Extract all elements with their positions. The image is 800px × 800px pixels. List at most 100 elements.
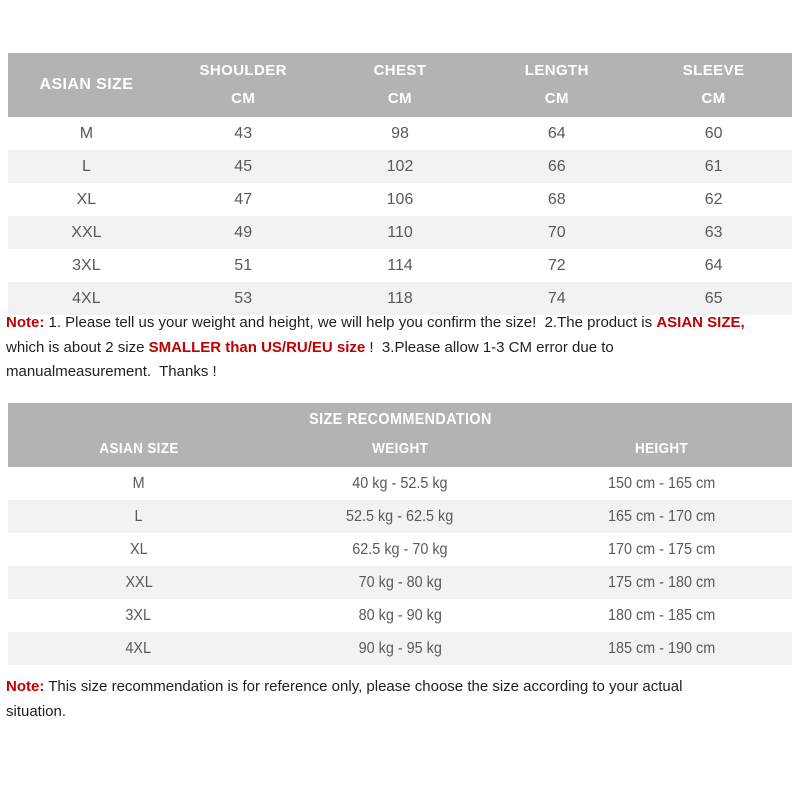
cell-value: 65 — [704, 289, 723, 307]
cell-value: 150 cm - 165 cm — [607, 474, 715, 492]
table-cell: 63 — [635, 224, 792, 242]
table-cell: 102 — [322, 158, 479, 176]
table-row: L 52.5 kg - 62.5 kg 165 cm - 170 cm — [8, 500, 792, 533]
table-cell: 70 — [478, 224, 635, 242]
table-row: M 43 98 64 60 — [8, 117, 792, 150]
cell-value: 60 — [704, 124, 723, 142]
table-cell: 51 — [165, 257, 322, 275]
cell-value: M — [79, 124, 94, 142]
header-cell-length: LENGTH CM — [478, 53, 635, 117]
table-cell: 90 kg - 95 kg — [269, 640, 530, 658]
recommendation-table: SIZE RECOMMENDATION ASIAN SIZE WEIGHT HE… — [8, 403, 792, 665]
table-cell: 80 kg - 90 kg — [269, 607, 530, 625]
cell-value: 43 — [234, 124, 253, 142]
cell-value: 68 — [547, 190, 566, 208]
cell-value: L — [134, 507, 143, 525]
cell-value: 53 — [234, 289, 253, 307]
cell-value: XXL — [125, 573, 153, 591]
table-row: L 45 102 66 61 — [8, 150, 792, 183]
table-cell: 61 — [635, 158, 792, 176]
table-cell: 52.5 kg - 62.5 kg — [269, 508, 530, 526]
header-label: LENGTH — [524, 62, 589, 79]
note-text: This size recommendation is for referenc… — [6, 678, 683, 720]
cell-value: 110 — [387, 223, 413, 241]
cell-value: 90 kg - 95 kg — [358, 639, 442, 657]
note-text: which is about 2 size — [6, 338, 145, 356]
header-label: CHEST — [373, 62, 427, 79]
cell-value: 64 — [547, 124, 566, 142]
cell-value: 45 — [234, 157, 253, 175]
cell-value: XXL — [71, 223, 102, 241]
table-cell: M — [8, 125, 165, 143]
cell-value: 40 kg - 52.5 kg — [352, 474, 448, 492]
cell-value: 49 — [234, 223, 253, 241]
cell-value: XL — [76, 190, 97, 208]
cell-value: 102 — [386, 157, 414, 175]
table-cell: 62 — [635, 191, 792, 209]
table-cell: 43 — [165, 125, 322, 143]
cell-value: 70 — [547, 223, 566, 241]
table-cell: 68 — [478, 191, 635, 209]
table-cell: XXL — [8, 224, 165, 242]
table-cell: L — [8, 158, 165, 176]
table-row: M 40 kg - 52.5 kg 150 cm - 165 cm — [8, 467, 792, 500]
header-cell-asian-size: ASIAN SIZE — [8, 53, 165, 117]
table-cell: 185 cm - 190 cm — [531, 640, 792, 658]
note-highlight: Note: — [6, 314, 45, 331]
cell-value: L — [81, 157, 91, 175]
table-cell: 3XL — [8, 257, 165, 275]
cell-value: 3XL — [72, 256, 101, 274]
table-cell: 180 cm - 185 cm — [531, 607, 792, 625]
table-cell: 175 cm - 180 cm — [531, 574, 792, 592]
table-cell: 4XL — [8, 290, 165, 308]
table-cell: 60 — [635, 125, 792, 143]
cell-value: 180 cm - 185 cm — [607, 606, 715, 624]
recommendation-note: Note: This size recommendation is for re… — [6, 675, 796, 724]
cell-value: XL — [129, 540, 148, 558]
cell-value: 106 — [386, 190, 414, 208]
table-row: 4XL 53 118 74 65 — [8, 282, 792, 315]
header-cell-chest: CHEST CM — [322, 53, 479, 117]
recommendation-table-header: ASIAN SIZE WEIGHT HEIGHT — [8, 433, 792, 467]
header-label: SHOULDER — [199, 62, 287, 79]
table-cell: L — [8, 508, 269, 526]
table-cell: 40 kg - 52.5 kg — [269, 475, 530, 493]
table-row: 4XL 90 kg - 95 kg 185 cm - 190 cm — [8, 632, 792, 665]
table-row: XL 47 106 68 62 — [8, 183, 792, 216]
header-unit: CM — [231, 90, 256, 107]
table-cell: 64 — [635, 257, 792, 275]
cell-value: 4XL — [72, 289, 101, 307]
table-cell: 106 — [322, 191, 479, 209]
measurement-table-body: M 43 98 64 60 L 45 102 66 61 XL 47 106 68 62 XXL 49 110 70… — [8, 117, 792, 315]
table-cell: 45 — [165, 158, 322, 176]
table-row: 3XL 51 114 72 64 — [8, 249, 792, 282]
recommendation-table-title: SIZE RECOMMENDATION — [8, 403, 792, 433]
header-unit: CM — [544, 90, 569, 107]
table-cell: 118 — [322, 290, 479, 308]
table-cell: M — [8, 475, 269, 493]
cell-value: 63 — [704, 223, 723, 241]
header-label: ASIAN SIZE — [98, 439, 179, 457]
table-cell: 170 cm - 175 cm — [531, 541, 792, 559]
cell-value: 72 — [547, 256, 566, 274]
cell-value: 62.5 kg - 70 kg — [352, 540, 448, 558]
cell-value: 80 kg - 90 kg — [358, 606, 442, 624]
cell-value: 64 — [704, 256, 723, 274]
table-cell: 64 — [478, 125, 635, 143]
header-cell-asian-size: ASIAN SIZE — [8, 433, 269, 467]
cell-value: 165 cm - 170 cm — [607, 507, 715, 525]
table-cell: 65 — [635, 290, 792, 308]
table-row: XXL 49 110 70 63 — [8, 216, 792, 249]
cell-value: 3XL — [125, 606, 152, 624]
cell-value: 4XL — [125, 639, 152, 657]
note-text: 1. Please tell us your weight and height… — [44, 314, 657, 331]
table-cell: 4XL — [8, 640, 269, 658]
header-label: SLEEVE — [682, 62, 745, 79]
table-cell: 47 — [165, 191, 322, 209]
cell-value: 61 — [704, 157, 723, 175]
table-cell: 66 — [478, 158, 635, 176]
header-label: HEIGHT — [634, 439, 688, 457]
cell-value: M — [132, 474, 145, 492]
cell-value: 62 — [704, 190, 723, 208]
